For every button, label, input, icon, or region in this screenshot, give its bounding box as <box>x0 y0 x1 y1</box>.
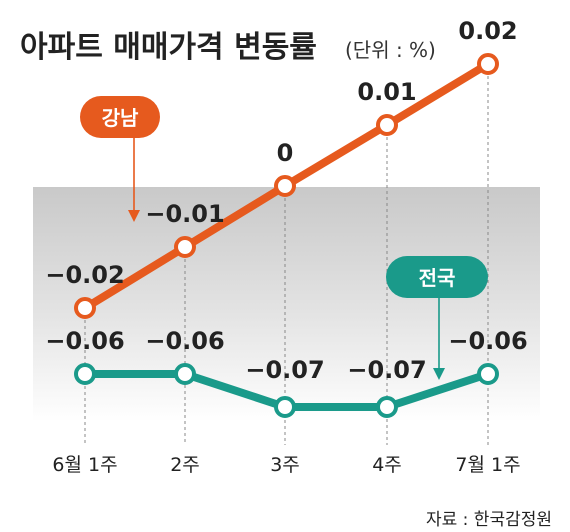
data-label: −0.07 <box>347 356 426 384</box>
background-band <box>33 187 540 422</box>
data-point <box>74 363 96 385</box>
data-point <box>274 396 296 418</box>
x-axis-ticks: 6월 1주 2주 3주 4주 7월 1주 <box>52 454 520 476</box>
data-point <box>376 396 398 418</box>
data-label: 0.01 <box>357 78 416 106</box>
legend-gangnam-pill <box>80 96 160 138</box>
data-point <box>376 114 398 136</box>
data-label: −0.01 <box>145 200 224 228</box>
data-point <box>477 363 499 385</box>
data-label: 0.02 <box>458 17 517 45</box>
legend-gangnam-label: 강남 <box>102 106 139 130</box>
tick-label: 3주 <box>270 454 300 476</box>
data-label: −0.06 <box>45 327 124 355</box>
data-point <box>74 297 96 319</box>
data-point <box>274 175 296 197</box>
data-label: −0.06 <box>145 327 224 355</box>
legend-national-label: 전국 <box>419 266 456 290</box>
data-point <box>174 236 196 258</box>
legend-gangnam-arrowhead <box>128 210 140 222</box>
data-point <box>477 53 499 75</box>
tick-label: 6월 1주 <box>52 454 117 476</box>
unit-note: (단위 : %) <box>345 38 436 62</box>
legend-national-pill <box>386 256 488 298</box>
legend-gangnam: 강남 <box>80 96 160 222</box>
data-label: 0 <box>277 139 294 167</box>
legend-national-arrowhead <box>433 368 445 380</box>
source-note: 자료 : 한국감정원 <box>426 510 552 530</box>
tick-label: 7월 1주 <box>455 454 520 476</box>
data-label: −0.07 <box>245 356 324 384</box>
chart-title: 아파트 매매가격 변동률 <box>20 30 317 65</box>
data-label: −0.06 <box>448 327 527 355</box>
legend-national: 전국 <box>386 256 488 380</box>
tick-label: 2주 <box>170 454 200 476</box>
tick-label: 4주 <box>372 454 402 476</box>
data-point <box>174 363 196 385</box>
data-label: −0.02 <box>45 261 124 289</box>
